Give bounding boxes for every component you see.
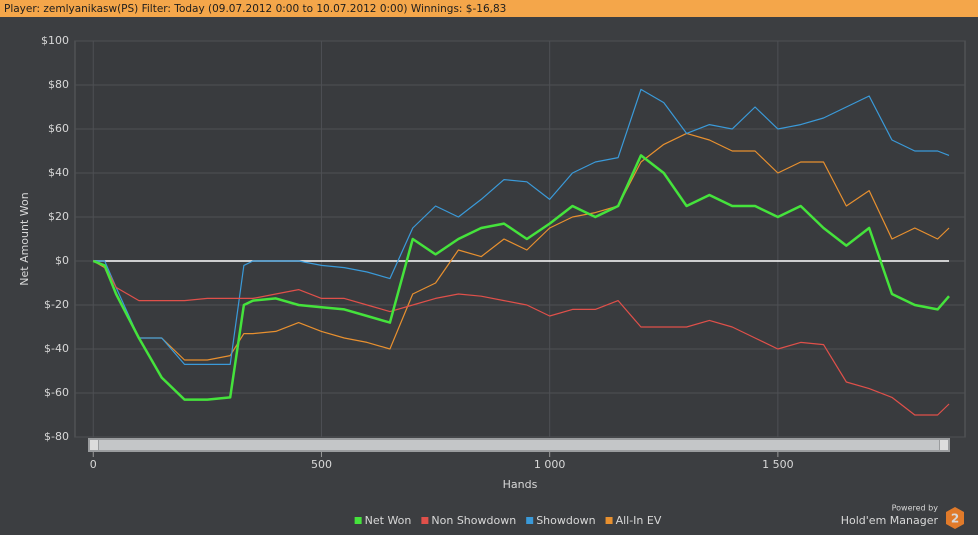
x-tick-label: 0 <box>90 458 97 471</box>
header-text: Player: zemlyanikasw(PS) Filter: Today (… <box>4 3 506 15</box>
legend-label: Net Won <box>365 514 412 527</box>
scroll-thumb[interactable] <box>99 440 939 450</box>
scroll-right[interactable] <box>940 440 948 450</box>
logo-number: 2 <box>951 512 959 526</box>
y-tick-label: $80 <box>48 78 69 91</box>
x-tick-label: 1 500 <box>762 458 794 471</box>
legend-label: Non Showdown <box>431 514 516 527</box>
y-tick-label: $-40 <box>44 342 69 355</box>
legend-swatch <box>354 517 362 524</box>
y-axis-label: Net Amount Won <box>18 192 31 285</box>
y-tick-label: $0 <box>55 254 69 267</box>
series-line <box>92 132 950 361</box>
legend-swatch <box>526 517 534 524</box>
header-bar <box>0 0 978 17</box>
y-tick-label: $40 <box>48 166 69 179</box>
legend-label: All-In EV <box>616 514 662 527</box>
powered-by: Powered by <box>892 504 939 513</box>
legend-label: Showdown <box>536 514 595 527</box>
scrollbar[interactable] <box>88 438 950 452</box>
y-tick-label: $100 <box>41 34 69 47</box>
x-tick-label: 500 <box>311 458 332 471</box>
y-tick-label: $-60 <box>44 386 69 399</box>
x-axis-label: Hands <box>503 478 538 491</box>
legend-swatch <box>605 517 613 524</box>
product-name: Hold'em Manager <box>841 514 939 527</box>
plot-area <box>74 40 966 438</box>
x-tick-label: 1 000 <box>534 458 566 471</box>
y-tick-label: $-20 <box>44 298 69 311</box>
scroll-left[interactable] <box>90 440 98 450</box>
logo <box>946 507 964 529</box>
legend-swatch <box>421 517 429 524</box>
y-tick-label: $-80 <box>44 430 69 443</box>
series-line <box>93 260 950 416</box>
y-tick-label: $20 <box>48 210 69 223</box>
legend: Net Won Non Showdown Showdown All-In EV <box>354 514 662 527</box>
series-line <box>92 154 950 401</box>
series-line <box>93 88 950 365</box>
y-tick-label: $60 <box>48 122 69 135</box>
